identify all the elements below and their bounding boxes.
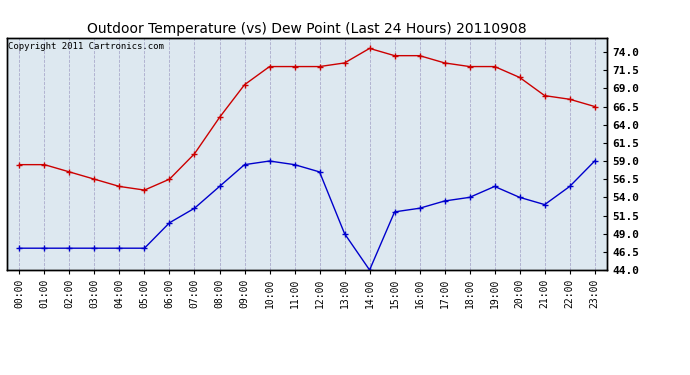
Text: Copyright 2011 Cartronics.com: Copyright 2011 Cartronics.com: [8, 42, 164, 51]
Title: Outdoor Temperature (vs) Dew Point (Last 24 Hours) 20110908: Outdoor Temperature (vs) Dew Point (Last…: [87, 22, 527, 36]
